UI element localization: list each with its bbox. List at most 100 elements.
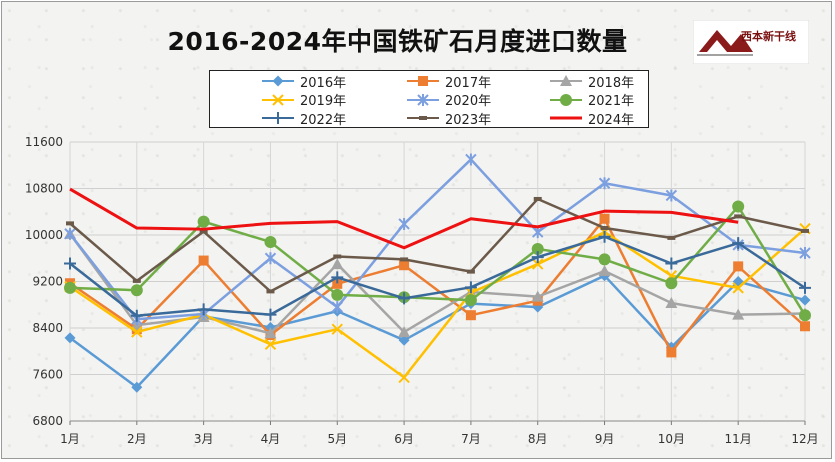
legend-item: 2019年	[260, 91, 346, 109]
data-point	[464, 281, 477, 294]
data-point	[264, 338, 277, 350]
legend-label: 2017年	[445, 75, 492, 91]
data-point	[131, 381, 143, 393]
data-point	[64, 332, 76, 344]
x-tick-label: 1月	[60, 432, 80, 446]
data-point	[799, 247, 811, 260]
legend-label: 2023年	[445, 112, 492, 128]
chart-title: 2016-2024年中国铁矿石月度进口数量	[167, 27, 628, 56]
data-point	[732, 200, 745, 213]
data-point	[131, 326, 143, 338]
data-point	[130, 309, 143, 322]
series-line	[69, 205, 807, 316]
legend-item: 2024年	[548, 109, 635, 128]
data-point	[732, 308, 745, 320]
x-tick-label: 12月	[791, 432, 818, 446]
data-point	[419, 116, 427, 120]
series-line	[69, 158, 806, 321]
series-2022	[64, 230, 811, 322]
y-tick-label: 11600	[25, 135, 63, 149]
data-point	[800, 321, 810, 332]
legend-item: 2021年	[548, 91, 634, 109]
data-point	[272, 75, 284, 87]
data-point	[599, 213, 610, 224]
data-point	[398, 217, 410, 230]
data-point	[799, 281, 811, 294]
data-point	[272, 93, 284, 106]
data-point	[331, 288, 344, 301]
legend-item: 2023年	[405, 109, 492, 128]
series-2021	[64, 200, 811, 322]
data-point	[418, 76, 428, 86]
data-point	[598, 265, 611, 277]
x-tick-label: 7月	[461, 432, 481, 446]
y-tick-label: 8400	[32, 321, 63, 335]
x-tick-label: 9月	[595, 432, 615, 446]
data-point	[264, 308, 277, 321]
data-point	[333, 254, 342, 259]
legend-swatch	[262, 75, 294, 87]
x-tick-label: 10月	[658, 432, 685, 446]
data-point	[130, 284, 143, 297]
legend-label: 2019年	[300, 94, 347, 109]
data-point	[272, 112, 284, 124]
data-point	[64, 227, 76, 240]
data-point	[398, 371, 410, 384]
series-line	[69, 227, 806, 379]
data-point	[331, 301, 343, 314]
x-tick-label: 8月	[528, 432, 548, 446]
data-point	[64, 281, 76, 294]
y-tick-label: 6800	[32, 414, 63, 428]
x-tick-label: 2月	[127, 432, 147, 446]
x-tick-label: 11月	[725, 432, 752, 446]
legend-swatch	[550, 116, 582, 120]
x-tick-label: 6月	[394, 432, 414, 446]
data-point	[531, 251, 544, 264]
series-line	[69, 235, 806, 318]
data-point	[465, 310, 476, 321]
data-point	[600, 226, 609, 231]
series-line	[69, 187, 739, 250]
data-point	[66, 221, 74, 226]
legend-swatch	[550, 93, 582, 106]
brand-logo-text: 西本新干线	[741, 30, 796, 43]
legend-label: 2024年	[588, 112, 635, 128]
legend-swatch	[262, 112, 294, 124]
data-point	[465, 153, 477, 166]
data-point	[666, 347, 677, 358]
data-point	[598, 230, 611, 243]
data-point	[732, 282, 744, 294]
legend-item: 2022年	[260, 109, 347, 128]
data-point	[732, 237, 745, 250]
data-point	[532, 258, 544, 270]
legend-label: 2018年	[588, 75, 635, 91]
data-point	[132, 278, 141, 283]
brand-logo	[693, 20, 809, 64]
legend-swatch	[550, 75, 582, 86]
data-point	[733, 261, 744, 272]
legend-label: 2022年	[300, 112, 347, 128]
data-point	[331, 258, 344, 270]
legend-item: 2018年	[548, 72, 635, 91]
y-tick-label: 9200	[32, 275, 63, 289]
legend-item: 2017年	[405, 72, 492, 91]
data-point	[665, 297, 678, 309]
data-point	[331, 323, 343, 335]
data-point	[264, 252, 277, 265]
data-point	[266, 289, 275, 294]
data-point	[665, 257, 678, 270]
data-point	[400, 257, 409, 262]
data-point	[417, 93, 429, 106]
data-point	[667, 235, 676, 240]
data-point	[199, 229, 208, 234]
data-point	[799, 294, 811, 306]
data-point	[197, 215, 210, 228]
series-2019	[64, 222, 811, 384]
data-point	[398, 292, 411, 305]
data-point	[734, 214, 743, 219]
legend-item: 2016年	[260, 72, 346, 91]
y-tick-label: 7600	[32, 368, 63, 382]
data-point	[665, 277, 678, 290]
data-point	[398, 334, 410, 346]
data-point	[64, 257, 76, 270]
